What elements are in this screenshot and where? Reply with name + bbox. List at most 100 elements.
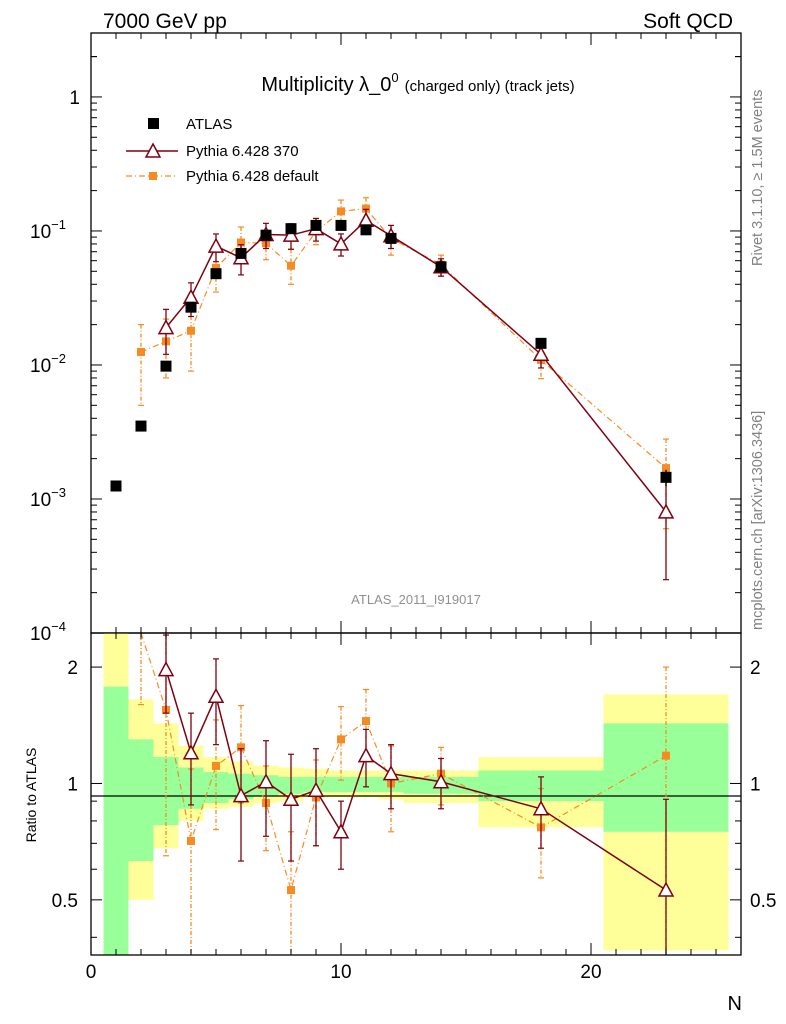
data-point [660,471,672,483]
data-point [160,360,172,372]
data-point [282,226,300,242]
title-suffix: (charged only) (track jets) [405,78,575,95]
data-point [360,224,372,236]
data-point [662,464,670,473]
data-point [235,247,247,259]
mcplots-label: mcplots.cern.ch [arXiv:1306.3436] [750,411,766,630]
y-tick-base: 10 [30,490,51,511]
legend-atlas-marker [148,118,159,129]
ratio-data-point [237,743,245,752]
ratio-data-point [657,881,675,897]
y-tick-label: 10−3 [30,485,66,511]
header-right-label: Soft QCD [643,10,733,33]
series-line [140,207,667,469]
legend-pythiadefault-label: Pythia 6.428 default [186,168,319,185]
data-point [385,232,397,244]
ratio-data-point [212,761,220,770]
ratio-data-point [287,886,295,895]
data-point [137,347,145,356]
analysis-label: ATLAS_2011_I919017 [351,592,481,607]
legend: ATLAS Pythia 6.428 370 Pythia 6.428 defa… [126,116,319,185]
ratio-data-point [362,717,370,726]
main-title: Multiplicity λ_00 (charged only) (track j… [261,70,574,96]
data-point [157,319,175,335]
main-data-layer [110,197,675,581]
ratio-data-point [337,735,345,744]
ratio-bands-layer [103,633,729,955]
y-tick-base: 10 [30,222,51,243]
y-tick-exponent: −4 [51,619,66,634]
ratio-y-tick-label-right: 1 [750,774,761,795]
y-tick-label: 10−4 [30,619,66,645]
x-axis-label: N [728,993,742,1015]
data-point [135,420,147,432]
y-tick-base: 1 [69,88,80,109]
data-point [182,288,200,304]
ratio-data-point [332,823,350,839]
data-point [337,207,345,216]
data-point [362,204,370,213]
ratio-data-point [307,781,325,798]
ratio-data-point [157,661,175,677]
ratio-band-green [328,776,354,793]
y-tick-base: 10 [30,624,51,645]
data-point [287,261,295,270]
data-point [532,345,550,362]
legend-atlas-label: ATLAS [186,116,232,133]
data-point [210,268,222,280]
ratio-frame [90,632,742,956]
ratio-data-point [432,773,450,789]
title-main-text: Multiplicity λ_0 [261,74,391,96]
y-tick-base: 10 [30,356,51,377]
y-tick-label: 10−2 [30,351,66,377]
data-point [310,219,322,231]
data-point [207,237,225,253]
header-left-label: 7000 GeV pp [103,10,227,33]
ratio-data-point [187,836,195,845]
data-point [260,229,272,241]
y-tick-label: 1 [69,88,80,109]
data-point [335,219,347,231]
ratio-data-point [532,800,550,816]
ratio-data-point [662,751,670,760]
data-point [435,261,447,273]
ratio-band-green [103,686,129,955]
main-tick-layer: 10−410−310−210−11 [30,32,742,645]
data-point [657,503,675,519]
ratio-y-tick-label-left: 2 [67,658,78,679]
x-tick-label: 0 [86,962,97,983]
ratio-data-point [257,773,275,789]
main-panel: 10−410−310−210−11 Multiplicity λ_00(char… [30,32,742,645]
data-point [285,223,297,235]
x-ticklabels: 0 10 20 [86,962,602,983]
y-tick-label: 10−1 [30,217,66,243]
rivet-version-label: Rivet 3.1.10, ≥ 1.5M events [750,90,766,266]
data-point [185,301,197,313]
title-superscript: 0 [391,70,398,85]
y-tick-exponent: −2 [51,351,66,366]
data-point [332,235,350,251]
ratio-series-line [140,632,667,893]
ratio-data-point [282,790,300,806]
data-point [212,263,220,272]
data-point [535,337,547,349]
x-tick-label: 10 [330,962,351,983]
data-point [110,480,122,492]
ratio-y-tick-label-left: 0.5 [52,891,78,912]
ratio-data-point [182,744,200,760]
ratio-ylabel: Ratio to ATLAS [23,748,39,843]
ratio-panel: 0.5 0.5 1 1 2 2 Ratio to ATLAS [23,632,776,956]
legend-pythia370-label: Pythia 6.428 370 [186,143,299,160]
legend-pythiadefault-marker [149,172,157,180]
legend-pythia370-marker [144,142,162,158]
x-tick-label: 20 [580,962,601,983]
y-tick-exponent: −1 [51,217,66,232]
ratio-y-tick-label-left: 1 [67,774,78,795]
ratio-data-point [357,747,375,763]
ratio-data-point [207,687,225,704]
ratio-band-green [128,739,154,862]
ratio-y-tick-label-right: 0.5 [750,891,776,912]
ratio-data-point [382,765,400,781]
ratio-data-layer [138,632,675,955]
